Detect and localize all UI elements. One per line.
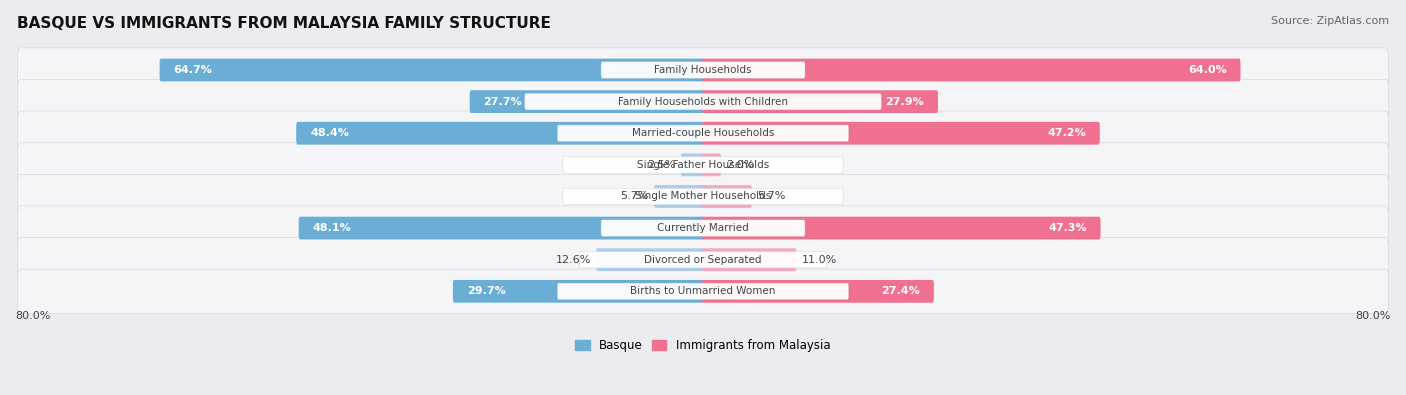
FancyBboxPatch shape [557,283,849,299]
Text: Single Mother Households: Single Mother Households [636,192,770,201]
Text: 47.2%: 47.2% [1047,128,1085,138]
Text: 27.9%: 27.9% [886,97,924,107]
FancyBboxPatch shape [562,157,844,173]
FancyBboxPatch shape [160,58,704,81]
FancyBboxPatch shape [654,185,704,208]
Text: 47.3%: 47.3% [1047,223,1087,233]
FancyBboxPatch shape [18,269,1388,314]
Text: 2.5%: 2.5% [647,160,675,170]
FancyBboxPatch shape [681,154,704,176]
Text: 64.7%: 64.7% [173,65,212,75]
Text: Married-couple Households: Married-couple Households [631,128,775,138]
Text: 80.0%: 80.0% [15,311,51,321]
Text: Family Households with Children: Family Households with Children [619,97,787,107]
Text: 48.1%: 48.1% [312,223,352,233]
FancyBboxPatch shape [18,206,1388,250]
Text: 5.7%: 5.7% [758,192,786,201]
FancyBboxPatch shape [562,188,844,205]
FancyBboxPatch shape [600,62,806,78]
FancyBboxPatch shape [557,125,849,141]
Text: 27.7%: 27.7% [484,97,522,107]
Text: 80.0%: 80.0% [1355,311,1391,321]
FancyBboxPatch shape [470,90,704,113]
FancyBboxPatch shape [18,237,1388,282]
Text: 48.4%: 48.4% [311,128,349,138]
Text: Births to Unmarried Women: Births to Unmarried Women [630,286,776,296]
Legend: Basque, Immigrants from Malaysia: Basque, Immigrants from Malaysia [571,335,835,357]
Text: 27.4%: 27.4% [882,286,920,296]
Text: Currently Married: Currently Married [657,223,749,233]
FancyBboxPatch shape [702,185,752,208]
Text: Divorced or Separated: Divorced or Separated [644,255,762,265]
FancyBboxPatch shape [453,280,704,303]
FancyBboxPatch shape [702,217,1101,239]
Text: 64.0%: 64.0% [1188,65,1226,75]
FancyBboxPatch shape [702,90,938,113]
FancyBboxPatch shape [18,48,1388,92]
FancyBboxPatch shape [702,154,721,176]
Text: Family Households: Family Households [654,65,752,75]
FancyBboxPatch shape [18,174,1388,218]
Text: 2.0%: 2.0% [727,160,755,170]
FancyBboxPatch shape [596,248,704,271]
FancyBboxPatch shape [18,79,1388,124]
Text: Single Father Households: Single Father Households [637,160,769,170]
FancyBboxPatch shape [702,248,796,271]
FancyBboxPatch shape [579,252,827,268]
FancyBboxPatch shape [18,143,1388,187]
Text: Source: ZipAtlas.com: Source: ZipAtlas.com [1271,16,1389,26]
Text: 29.7%: 29.7% [467,286,506,296]
FancyBboxPatch shape [18,111,1388,155]
FancyBboxPatch shape [702,280,934,303]
FancyBboxPatch shape [702,122,1099,145]
Text: 12.6%: 12.6% [555,255,591,265]
FancyBboxPatch shape [600,220,806,236]
FancyBboxPatch shape [298,217,704,239]
FancyBboxPatch shape [524,93,882,110]
Text: 5.7%: 5.7% [620,192,648,201]
Text: BASQUE VS IMMIGRANTS FROM MALAYSIA FAMILY STRUCTURE: BASQUE VS IMMIGRANTS FROM MALAYSIA FAMIL… [17,16,551,31]
Text: 11.0%: 11.0% [801,255,837,265]
FancyBboxPatch shape [702,58,1240,81]
FancyBboxPatch shape [297,122,704,145]
